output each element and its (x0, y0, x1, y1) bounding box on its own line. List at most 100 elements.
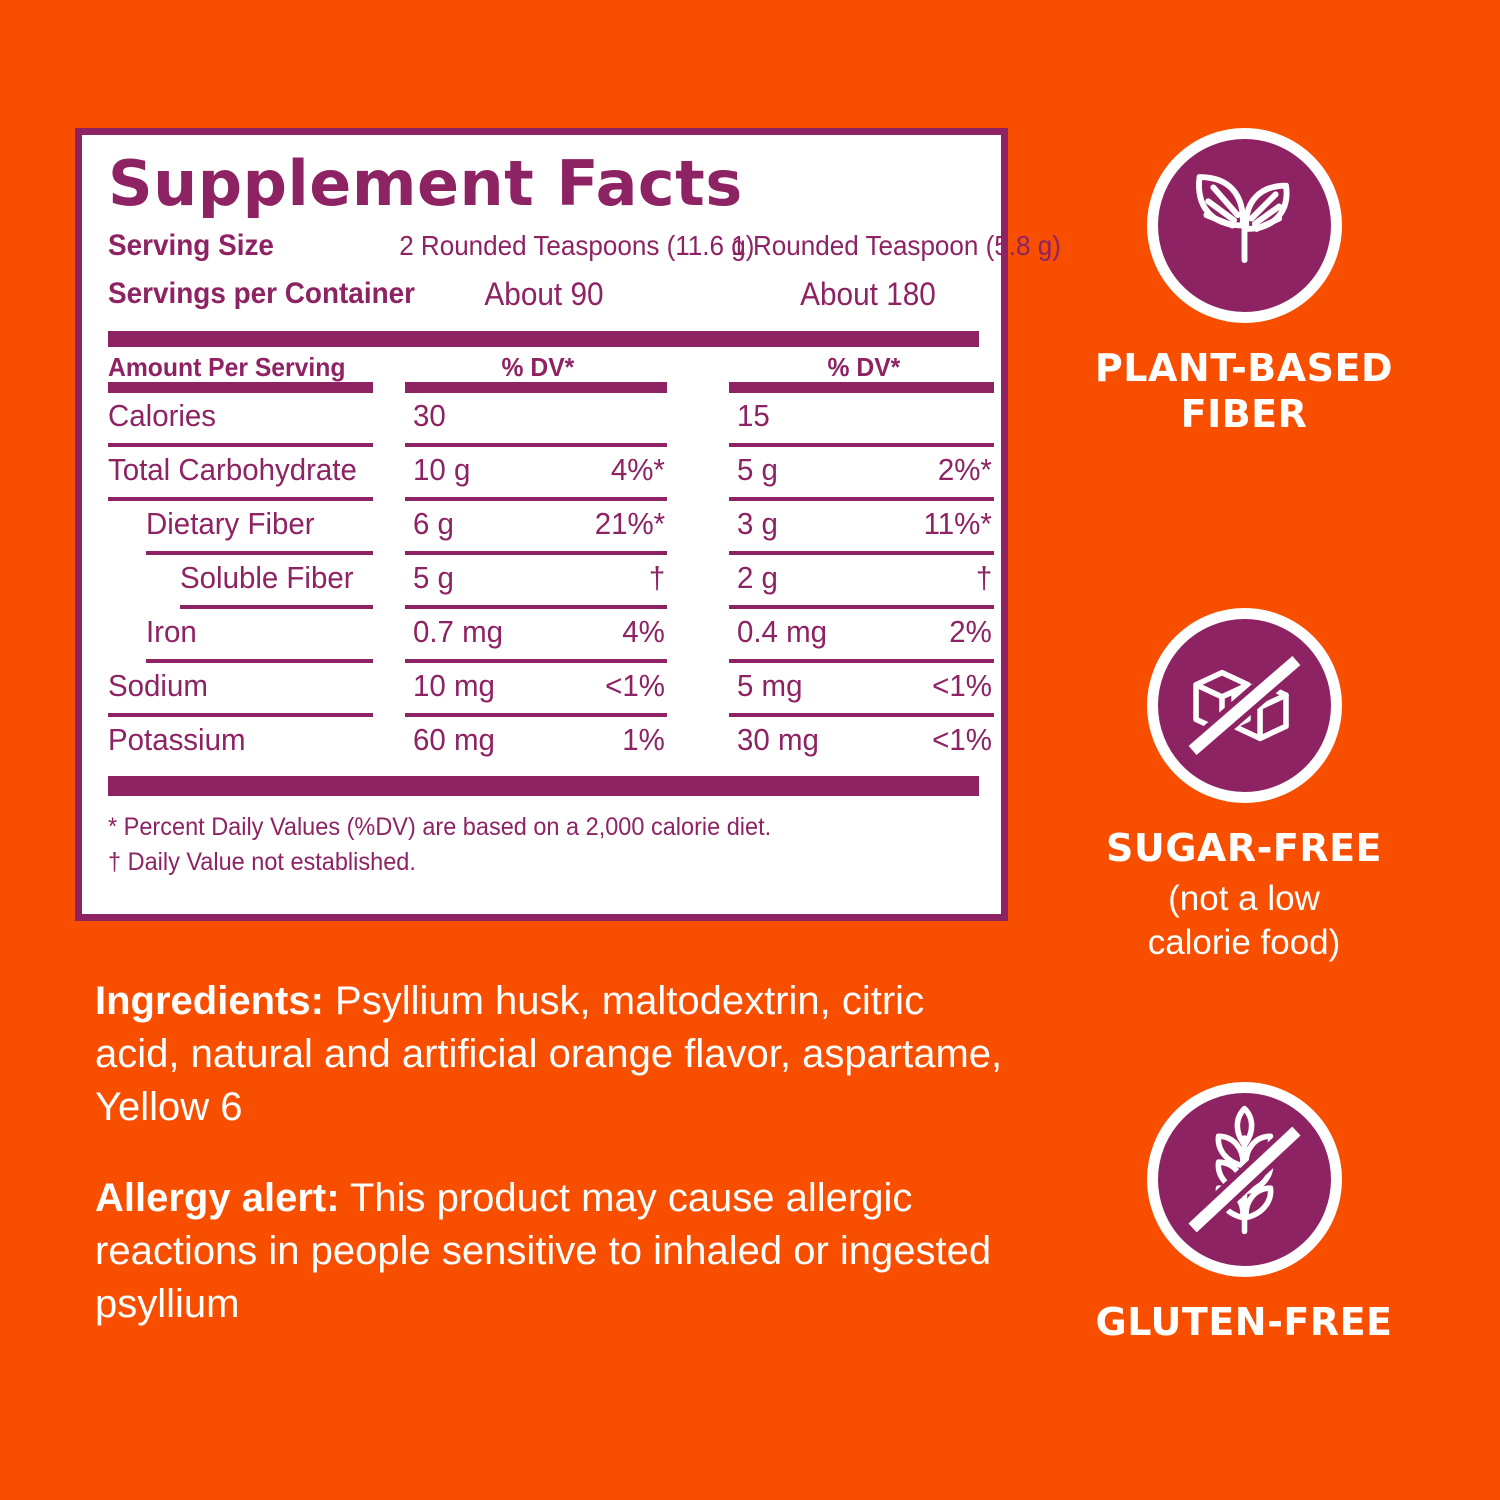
servings-per-container-value-col2: About 180 (800, 276, 936, 312)
nutrient-name: Calories (108, 398, 217, 433)
table-header-row: Amount Per Serving % DV* % DV* (108, 347, 994, 393)
nutrient-dv-col2: 2% (949, 614, 992, 649)
badge-gluten-free: GLUTEN-FREE (1044, 1082, 1444, 1345)
nutrient-amount-col1: 0.7 mg (413, 614, 504, 649)
badge-circle-sugar (1146, 608, 1342, 803)
nutrient-amount-col1: 5 g (413, 560, 454, 595)
nutrient-amount-col1: 30 (413, 398, 446, 433)
allergy-alert-block: Allergy alert: This product may cause al… (95, 1172, 1010, 1331)
nutrient-dv-col2: <1% (932, 722, 992, 757)
row-rule-name (108, 497, 373, 501)
row-rule-col2 (729, 497, 994, 501)
table-row: Potassium 60 mg 1% 30 mg <1% (108, 717, 992, 771)
nutrient-dv-col1: 1% (622, 722, 665, 757)
row-rule-col1 (405, 443, 667, 447)
row-rule-col1 (405, 713, 667, 717)
footnote-dagger: † Daily Value not established. (108, 848, 416, 876)
row-rule-col2 (729, 713, 994, 717)
ingredients-label: Ingredients: (95, 979, 324, 1023)
badge-sugar-subtitle: (not a low calorie food) (1044, 877, 1444, 965)
row-rule-name (108, 713, 373, 717)
row-rule-name (146, 551, 373, 555)
badge-plant-title-line2: FIBER (1180, 392, 1308, 436)
nutrient-col2: 0.4 mg 2% (729, 609, 994, 663)
badge-sugar-title: SUGAR-FREE (1106, 826, 1382, 870)
footnotes: * Percent Daily Values (%DV) are based o… (108, 810, 979, 880)
nutrient-dv-col1: 21%* (594, 506, 665, 541)
serving-size-row: Serving Size 2 Rounded Teaspoons (11.6 g… (108, 223, 1061, 271)
badge-plant-based-fiber: PLANT-BASED FIBER (1044, 128, 1444, 437)
dv-header-col1: % DV* (501, 352, 575, 382)
table-bottom-bar (108, 776, 979, 796)
row-rule-col1 (405, 497, 667, 501)
nutrient-amount-col2: 3 g (737, 506, 778, 541)
nutrient-col1: 60 mg 1% (405, 717, 667, 771)
header-col1: % DV* (405, 347, 667, 393)
badge-gluten-title: GLUTEN-FREE (1095, 1300, 1393, 1344)
servings-per-container-row: Servings per Container About 90 About 18… (108, 271, 979, 319)
nutrition-table: Amount Per Serving % DV* % DV* Calories 3… (108, 347, 994, 771)
nutrient-col2: 30 mg <1% (729, 717, 994, 771)
nutrient-dv-col2: 2%* (937, 452, 992, 487)
nutrient-col2: 3 g 11%* (729, 501, 994, 555)
nutrient-dv-col2: † (975, 560, 992, 595)
nutrient-amount-col2: 15 (737, 398, 770, 433)
allergy-alert-label: Allergy alert: (95, 1176, 340, 1220)
nutrient-dv-col2: 11%* (923, 506, 992, 541)
allergy-alert-text: This product may cause allergic reaction… (95, 1176, 992, 1326)
supplement-facts-panel: Supplement Facts Serving Size 2 Rounded … (75, 128, 1061, 921)
badge-circle-plant (1146, 128, 1342, 323)
row-rule-col2 (729, 605, 994, 609)
badge-circle-gluten (1146, 1082, 1342, 1277)
table-row: Total Carbohydrate 10 g 4%* 5 g 2%* (108, 447, 994, 501)
badge-plant-title: PLANT-BASED FIBER (1044, 345, 1444, 437)
table-top-bar (108, 331, 979, 347)
nutrient-col2: 5 g 2%* (729, 447, 994, 501)
nutrient-col2: 2 g † (729, 555, 994, 609)
nutrient-amount-col1: 10 g (413, 452, 471, 487)
nutrient-amount-col2: 5 g (737, 452, 778, 487)
nutrient-dv-col1: 4% (622, 614, 665, 649)
header-rule-col2 (729, 382, 994, 393)
nutrient-amount-col2: 5 mg (737, 668, 803, 703)
footnote-asterisk: * Percent Daily Values (%DV) are based o… (108, 813, 772, 841)
serving-size-value-col1: 2 Rounded Teaspoons (11.6 g) (399, 230, 755, 261)
row-rule-col2 (729, 551, 994, 555)
nutrient-amount-col1: 6 g (413, 506, 454, 541)
supplement-facts-title: Supplement Facts (108, 147, 743, 220)
nutrient-col1: 0.7 mg 4% (405, 609, 667, 663)
nutrient-col1: 10 g 4%* (405, 447, 667, 501)
nutrient-name: Total Carbohydrate (108, 452, 357, 487)
header-col2: % DV* (729, 347, 994, 393)
ingredients-text: Psyllium husk, maltodextrin, citric acid… (95, 979, 1003, 1129)
row-rule-col1 (405, 659, 667, 663)
row-rule-name (146, 659, 373, 663)
nutrient-name: Dietary Fiber (146, 506, 315, 541)
nutrient-amount-col1: 60 mg (413, 722, 495, 757)
leaf-icon (1195, 174, 1289, 264)
row-rule-col2 (729, 659, 994, 663)
nutrient-dv-col1: 4%* (610, 452, 665, 487)
no-wheat-icon (1184, 1105, 1304, 1237)
badge-sugar-free: SUGAR-FREE (not a low calorie food) (1044, 608, 1444, 965)
nutrient-name: Iron (146, 614, 197, 649)
nutrient-name: Potassium (108, 722, 246, 757)
badge-plant-title-line1: PLANT-BASED (1094, 346, 1394, 390)
servings-per-container-value-col1: About 90 (484, 276, 604, 312)
table-row: Soluble Fiber 5 g † 2 g † (108, 555, 994, 609)
ingredients-block: Ingredients: Psyllium husk, maltodextrin… (95, 975, 1010, 1134)
no-sugar-cubes-icon (1184, 652, 1304, 759)
nutrient-col1: 5 g † (405, 555, 667, 609)
row-rule-col1 (405, 605, 667, 609)
nutrient-dv-col1: † (648, 560, 665, 595)
nutrient-col1: 30 (405, 393, 667, 447)
row-rule-col2 (729, 443, 994, 447)
nutrient-amount-col2: 2 g (737, 560, 778, 595)
badge-sugar-subtitle-line2: calorie food) (1147, 923, 1341, 962)
nutrient-amount-col2: 30 mg (737, 722, 819, 757)
nutrient-dv-col2: <1% (932, 668, 992, 703)
amount-per-serving-label: Amount Per Serving (108, 352, 346, 382)
nutrient-col1: 10 mg <1% (405, 663, 667, 717)
nutrient-amount-col1: 10 mg (413, 668, 495, 703)
row-rule-col1 (405, 551, 667, 555)
